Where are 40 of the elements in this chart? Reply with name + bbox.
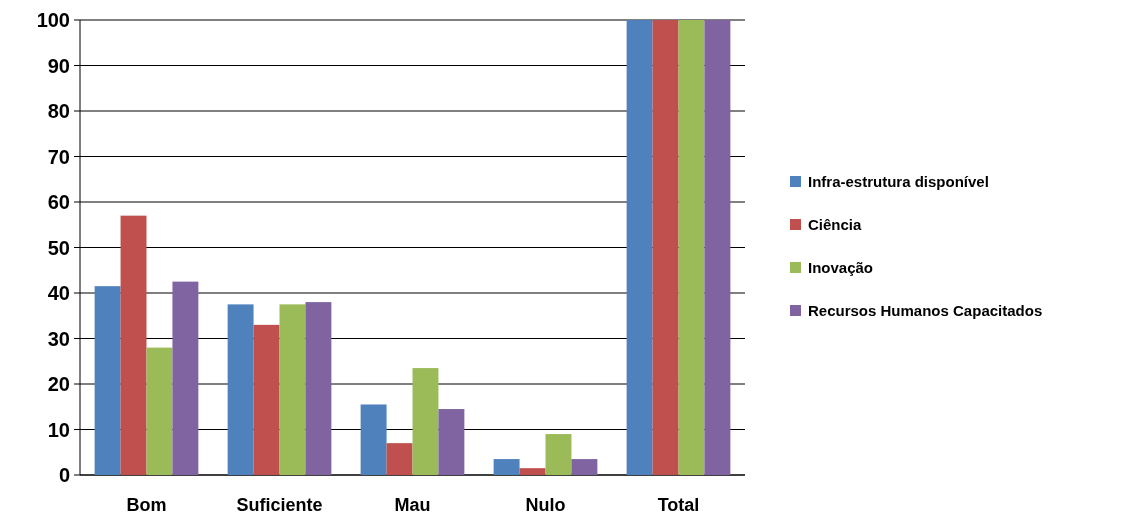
y-tick-label: 60: [47, 191, 70, 213]
bar: [227, 304, 254, 475]
y-tick-label: 10: [47, 418, 70, 441]
x-tick-label: Total: [657, 495, 700, 515]
x-tick-label: Mau: [394, 495, 431, 515]
y-tick-label: 80: [47, 100, 70, 122]
bar: [493, 459, 520, 475]
y-tick-label: 90: [47, 54, 70, 77]
y-tick-label: 0: [58, 464, 70, 486]
bar: [438, 409, 465, 475]
y-tick-label: 30: [47, 327, 70, 350]
legend-label: Recursos Humanos Capacitados: [808, 302, 1043, 320]
bar: [626, 20, 653, 475]
y-tick-label: 40: [47, 282, 70, 304]
bar: [519, 468, 546, 475]
bar: [704, 20, 731, 475]
legend-label: Inovação: [808, 259, 874, 277]
y-tick-label: 70: [47, 145, 70, 168]
bar: [253, 324, 280, 475]
bar: [678, 20, 705, 475]
y-tick-label: 100: [36, 9, 70, 31]
y-tick-label: 20: [47, 373, 70, 395]
legend-label: Infra-estrutura disponível: [808, 173, 989, 191]
bar: [146, 347, 173, 475]
bar: [571, 459, 598, 475]
bar: [545, 434, 572, 475]
y-tick-label: 50: [47, 236, 70, 259]
bar: [305, 302, 332, 475]
x-tick-label: Bom: [126, 495, 167, 515]
bar: [360, 404, 387, 475]
bar: [94, 286, 121, 475]
bar: [172, 281, 199, 475]
legend-label: Ciência: [808, 216, 863, 234]
bar: [120, 215, 147, 475]
x-tick-label: Suficiente: [236, 495, 323, 515]
bar: [652, 20, 679, 475]
x-tick-label: Nulo: [525, 495, 566, 515]
bar: [412, 368, 439, 475]
bar: [386, 443, 413, 475]
bar: [279, 304, 306, 475]
